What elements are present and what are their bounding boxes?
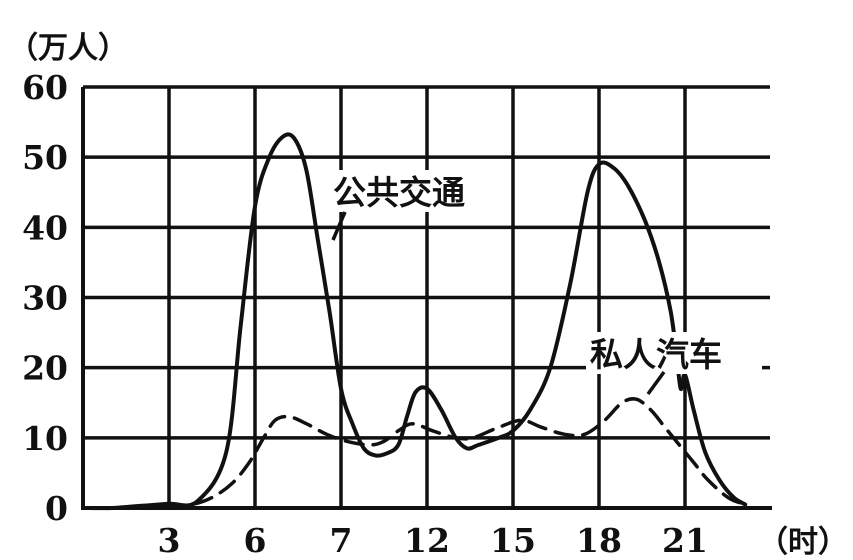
x-tick-label: 12	[404, 521, 450, 560]
annotation-public-transport: 公共交通	[333, 173, 465, 212]
y-tick-label: 40	[22, 208, 68, 247]
y-tick-label: 60	[22, 68, 68, 107]
x-tick-label: 7	[330, 521, 353, 560]
y-tick-label: 30	[22, 279, 68, 318]
y-tick-label: 10	[22, 419, 68, 458]
series-line-public-transport	[81, 132, 748, 511]
y-tick-label: 50	[22, 138, 68, 177]
annotation-pointer-public	[331, 211, 347, 241]
chart-axes	[81, 87, 772, 510]
series-line-private-car	[81, 397, 747, 510]
x-tick-label: 6	[244, 521, 267, 560]
y-axis-unit: （万人）	[8, 31, 128, 66]
x-tick-labels: 3 6 7 12 15 18 21	[158, 521, 708, 560]
x-tick-label: 21	[662, 521, 708, 560]
y-tick-labels: 0 10 20 30 40 50 60	[22, 68, 68, 528]
chart-grid	[83, 85, 770, 508]
x-axis-unit: （时）	[758, 525, 848, 560]
y-tick-label: 20	[22, 349, 68, 388]
annotation-bg-private	[586, 332, 762, 374]
y-tick-label: 0	[45, 489, 68, 528]
chart-series	[81, 132, 748, 511]
annotation-pointer-private	[646, 370, 666, 396]
annotation-private-car: 私人汽车	[590, 335, 722, 374]
x-tick-label: 15	[490, 521, 536, 560]
series-annotations: 公共交通 私人汽车	[330, 170, 762, 396]
x-tick-label: 3	[158, 521, 181, 560]
x-tick-label: 18	[576, 521, 622, 560]
annotation-bg-public	[330, 170, 500, 212]
